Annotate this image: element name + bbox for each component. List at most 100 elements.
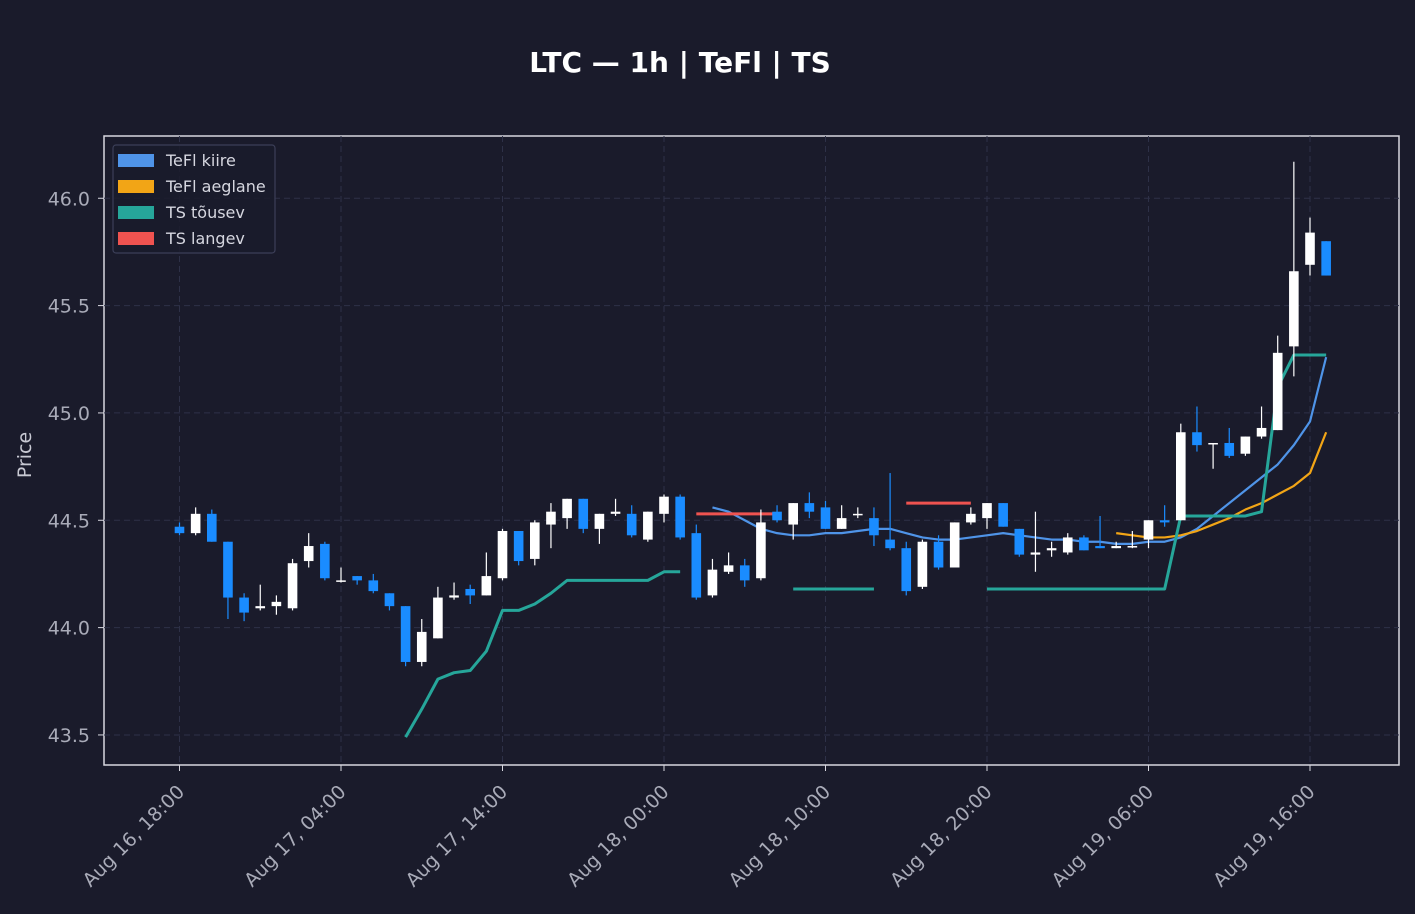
candle-up: [1272, 352, 1283, 431]
candle-down: [869, 518, 879, 536]
candle-up: [1111, 546, 1121, 549]
candle-down: [772, 511, 782, 521]
candle-down: [239, 597, 249, 613]
candle-up: [1062, 537, 1073, 553]
candle-up: [1289, 271, 1299, 347]
x-tick-label: Aug 18, 10:00: [725, 781, 835, 891]
candle-up: [1176, 432, 1186, 521]
candle-up: [303, 546, 314, 562]
candle-down: [513, 531, 524, 562]
legend-swatch: [118, 232, 154, 245]
y-tick-label: 44.5: [48, 510, 90, 532]
legend-label: TeFl aeglane: [165, 177, 266, 196]
candle-up: [756, 522, 766, 579]
x-tick-label: Aug 19, 06:00: [1048, 781, 1158, 891]
y-tick-label: 43.5: [48, 725, 90, 747]
candle-down: [174, 526, 185, 534]
candle-up: [917, 541, 928, 587]
candle-up: [546, 511, 556, 525]
legend: TeFl kiire TeFl aeglane TS tõusev TS langev: [112, 144, 276, 254]
candle-up: [788, 503, 798, 525]
x-tick-label: Aug 17, 04:00: [240, 781, 350, 891]
y-tick-label: 45.5: [48, 296, 90, 318]
candle-up: [271, 601, 282, 607]
legend-swatch: [118, 206, 154, 219]
candle-up: [1208, 442, 1218, 445]
series-line-ts-t-usev: [404, 570, 681, 738]
candle-down: [400, 606, 411, 662]
legend-swatch: [118, 154, 154, 167]
candle-down: [1079, 537, 1089, 551]
candle-up: [594, 513, 605, 529]
candles: [174, 161, 1331, 667]
candle-down: [368, 580, 379, 592]
legend-swatch: [118, 180, 154, 193]
candle-up: [497, 531, 508, 579]
candle-down: [465, 588, 475, 596]
candle-up: [449, 595, 459, 598]
candle-up: [1030, 552, 1041, 555]
y-axis-ticks: 43.5 44.0 44.5 45.0 45.5 46.0: [48, 188, 104, 747]
legend-label: TS langev: [165, 229, 245, 248]
candle-down: [578, 498, 589, 529]
candle-up: [707, 569, 718, 596]
legend-label: TS tõusev: [165, 203, 245, 222]
x-tick-label: Aug 18, 20:00: [886, 781, 996, 891]
candle-up: [1256, 427, 1267, 437]
x-axis-ticks: Aug 16, 18:00 Aug 17, 04:00 Aug 17, 14:00 A…: [79, 765, 1320, 891]
candle-down: [901, 548, 912, 592]
candle-down: [933, 541, 944, 568]
candle-up: [949, 522, 960, 568]
candle-up: [190, 513, 201, 534]
candle-down: [675, 496, 685, 538]
series-line-ts-t-usev: [987, 353, 1327, 591]
x-tick-label: Aug 19, 16:00: [1209, 781, 1319, 891]
candle-up: [562, 498, 572, 519]
candle-down: [804, 503, 815, 512]
candle-up: [659, 496, 669, 514]
candle-down: [998, 503, 1008, 527]
candle-up: [1046, 548, 1057, 551]
candle-down: [1095, 546, 1105, 549]
candle-up: [1127, 546, 1138, 548]
candle-down: [739, 565, 750, 581]
candle-up: [416, 631, 427, 662]
candle-down: [352, 576, 362, 581]
candle-up: [287, 563, 298, 609]
candle-up: [433, 597, 443, 639]
candle-up: [836, 518, 847, 529]
candle-down: [1159, 520, 1170, 523]
grid-lines: [104, 136, 1399, 765]
x-tick-label: Aug 18, 00:00: [563, 781, 673, 891]
candle-up: [1240, 436, 1251, 454]
candle-down: [320, 543, 330, 579]
candle-down: [820, 507, 831, 529]
candle-down: [1192, 432, 1202, 446]
y-tick-label: 45.0: [48, 403, 90, 425]
x-tick-label: Aug 16, 18:00: [79, 781, 189, 891]
x-tick-label: Aug 17, 14:00: [402, 781, 512, 891]
plot-frame: [103, 135, 1400, 766]
y-axis-label: Price: [14, 432, 36, 478]
indicator-lines: [404, 353, 1328, 738]
candle-down: [1014, 528, 1025, 555]
candle-up: [643, 511, 653, 540]
candle-up: [255, 606, 266, 609]
candle-up: [1305, 232, 1315, 265]
candle-up: [530, 522, 540, 559]
candle-up: [723, 565, 734, 572]
legend-box: [112, 144, 276, 254]
candle-up: [966, 513, 976, 523]
candle-down: [223, 541, 233, 598]
candle-down: [691, 533, 702, 598]
candle-down: [384, 593, 395, 607]
y-tick-label: 44.0: [48, 618, 90, 640]
candle-down: [885, 539, 895, 549]
candle-down: [207, 513, 217, 542]
candle-up: [481, 576, 492, 596]
candle-up: [336, 580, 346, 582]
candle-up: [1143, 520, 1154, 540]
candle-down: [1224, 442, 1235, 456]
candle-up: [982, 503, 992, 519]
